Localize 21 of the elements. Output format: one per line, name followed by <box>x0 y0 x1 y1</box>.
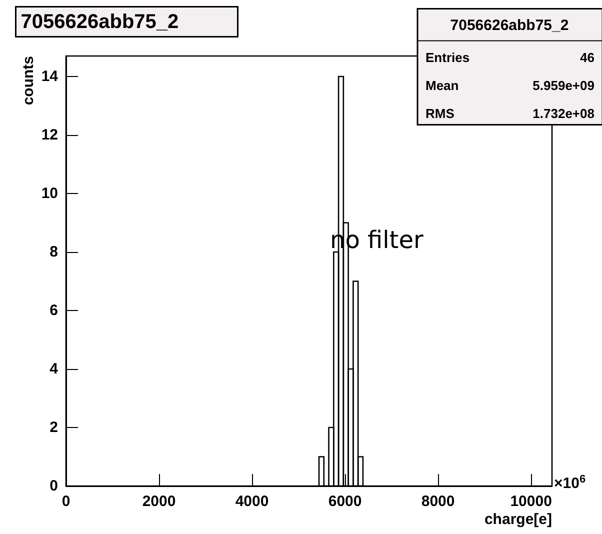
x-tick-label: 2000 <box>142 493 176 510</box>
y-tick-label: 8 <box>50 243 58 260</box>
y-tick-label: 6 <box>50 302 58 319</box>
x-tick-label: 4000 <box>235 493 269 510</box>
x-tick-label: 0 <box>62 493 70 510</box>
x-tick-label: 6000 <box>328 493 362 510</box>
text: Entries 46 <box>426 50 594 65</box>
y-tick-label: 12 <box>41 126 58 144</box>
y-tick-label: 14 <box>41 68 59 85</box>
y-axis-title: counts <box>20 56 37 106</box>
y-tick-label: 10 <box>41 184 58 202</box>
x-tick-label: 10000 <box>510 493 552 510</box>
y-tick-label: 4 <box>50 360 59 378</box>
x-axis-title: charge[e] <box>484 511 552 528</box>
chart-title: 7056626abb75_2 <box>20 10 179 33</box>
x-tick-label: 8000 <box>421 493 455 510</box>
text: RMS 1.732e+08 <box>426 106 594 121</box>
text: 7056626abb75_2 <box>450 16 569 34</box>
y-tick-label: 2 <box>50 418 58 436</box>
text: Mean 5.959e+09 <box>426 78 594 93</box>
y-tick-label: 0 <box>50 478 58 494</box>
